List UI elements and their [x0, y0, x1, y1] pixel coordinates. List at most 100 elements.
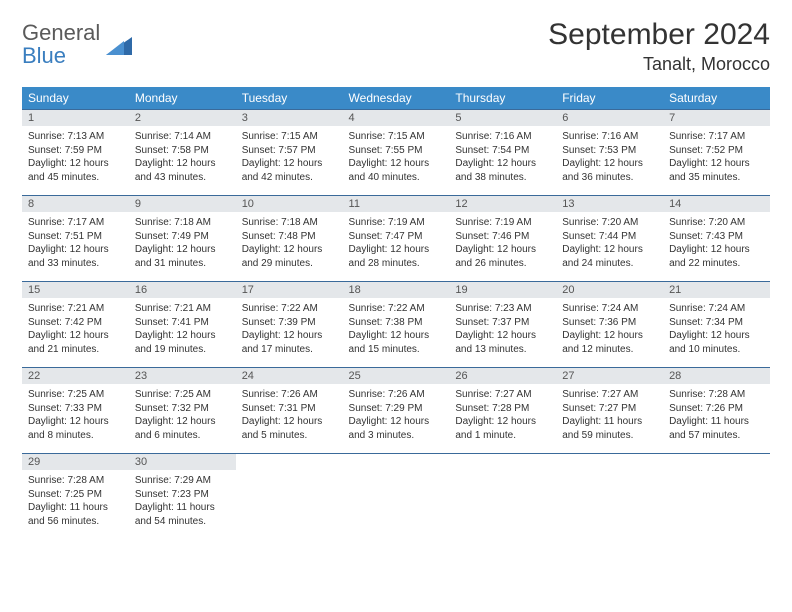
calendar-body: 1Sunrise: 7:13 AMSunset: 7:59 PMDaylight…: [22, 110, 770, 540]
calendar-row: 15Sunrise: 7:21 AMSunset: 7:42 PMDayligh…: [22, 282, 770, 368]
calendar-cell: 18Sunrise: 7:22 AMSunset: 7:38 PMDayligh…: [343, 282, 450, 368]
day-details: Sunrise: 7:15 AMSunset: 7:55 PMDaylight:…: [343, 126, 450, 190]
weekday-header-row: SundayMondayTuesdayWednesdayThursdayFrid…: [22, 87, 770, 110]
day-details: Sunrise: 7:24 AMSunset: 7:36 PMDaylight:…: [556, 298, 663, 362]
day-details: Sunrise: 7:24 AMSunset: 7:34 PMDaylight:…: [663, 298, 770, 362]
day-number: 12: [449, 196, 556, 212]
day-number: 4: [343, 110, 450, 126]
day-number: 3: [236, 110, 343, 126]
day-number: 21: [663, 282, 770, 298]
page-title: September 2024: [548, 18, 770, 52]
day-number: 1: [22, 110, 129, 126]
calendar-cell: 4Sunrise: 7:15 AMSunset: 7:55 PMDaylight…: [343, 110, 450, 196]
day-number: 19: [449, 282, 556, 298]
day-details: Sunrise: 7:26 AMSunset: 7:29 PMDaylight:…: [343, 384, 450, 448]
calendar-cell: 13Sunrise: 7:20 AMSunset: 7:44 PMDayligh…: [556, 196, 663, 282]
day-details: Sunrise: 7:27 AMSunset: 7:28 PMDaylight:…: [449, 384, 556, 448]
calendar-cell: ..: [236, 454, 343, 540]
day-number: 15: [22, 282, 129, 298]
weekday-header: Monday: [129, 87, 236, 110]
day-number: 9: [129, 196, 236, 212]
day-number: 28: [663, 368, 770, 384]
day-details: Sunrise: 7:22 AMSunset: 7:38 PMDaylight:…: [343, 298, 450, 362]
calendar-row: 8Sunrise: 7:17 AMSunset: 7:51 PMDaylight…: [22, 196, 770, 282]
day-number: 26: [449, 368, 556, 384]
day-number: 24: [236, 368, 343, 384]
weekday-header: Wednesday: [343, 87, 450, 110]
calendar-cell: 6Sunrise: 7:16 AMSunset: 7:53 PMDaylight…: [556, 110, 663, 196]
calendar-cell: 30Sunrise: 7:29 AMSunset: 7:23 PMDayligh…: [129, 454, 236, 540]
day-details: Sunrise: 7:16 AMSunset: 7:53 PMDaylight:…: [556, 126, 663, 190]
day-details: Sunrise: 7:21 AMSunset: 7:42 PMDaylight:…: [22, 298, 129, 362]
day-details: Sunrise: 7:15 AMSunset: 7:57 PMDaylight:…: [236, 126, 343, 190]
day-number: 18: [343, 282, 450, 298]
day-number: 30: [129, 454, 236, 470]
brand-part2: Blue: [22, 43, 66, 68]
day-details: Sunrise: 7:29 AMSunset: 7:23 PMDaylight:…: [129, 470, 236, 534]
calendar-cell: 5Sunrise: 7:16 AMSunset: 7:54 PMDaylight…: [449, 110, 556, 196]
weekday-header: Tuesday: [236, 87, 343, 110]
day-number: 29: [22, 454, 129, 470]
calendar-cell: 27Sunrise: 7:27 AMSunset: 7:27 PMDayligh…: [556, 368, 663, 454]
day-number: 25: [343, 368, 450, 384]
day-number: 27: [556, 368, 663, 384]
day-number: 7: [663, 110, 770, 126]
day-details: Sunrise: 7:20 AMSunset: 7:44 PMDaylight:…: [556, 212, 663, 276]
calendar-cell: 28Sunrise: 7:28 AMSunset: 7:26 PMDayligh…: [663, 368, 770, 454]
day-number: 16: [129, 282, 236, 298]
calendar-cell: 14Sunrise: 7:20 AMSunset: 7:43 PMDayligh…: [663, 196, 770, 282]
calendar-cell: 1Sunrise: 7:13 AMSunset: 7:59 PMDaylight…: [22, 110, 129, 196]
day-details: Sunrise: 7:17 AMSunset: 7:51 PMDaylight:…: [22, 212, 129, 276]
day-details: Sunrise: 7:20 AMSunset: 7:43 PMDaylight:…: [663, 212, 770, 276]
calendar-cell: 12Sunrise: 7:19 AMSunset: 7:46 PMDayligh…: [449, 196, 556, 282]
calendar-cell: 16Sunrise: 7:21 AMSunset: 7:41 PMDayligh…: [129, 282, 236, 368]
brand-logo: General Blue: [22, 18, 132, 68]
day-number: 20: [556, 282, 663, 298]
day-details: Sunrise: 7:21 AMSunset: 7:41 PMDaylight:…: [129, 298, 236, 362]
day-details: Sunrise: 7:17 AMSunset: 7:52 PMDaylight:…: [663, 126, 770, 190]
weekday-header: Sunday: [22, 87, 129, 110]
weekday-header: Friday: [556, 87, 663, 110]
calendar-cell: 26Sunrise: 7:27 AMSunset: 7:28 PMDayligh…: [449, 368, 556, 454]
calendar-cell: 24Sunrise: 7:26 AMSunset: 7:31 PMDayligh…: [236, 368, 343, 454]
calendar-row: 29Sunrise: 7:28 AMSunset: 7:25 PMDayligh…: [22, 454, 770, 540]
brand-triangle-icon: [106, 35, 132, 55]
calendar-cell: 20Sunrise: 7:24 AMSunset: 7:36 PMDayligh…: [556, 282, 663, 368]
day-number: 13: [556, 196, 663, 212]
day-number: 6: [556, 110, 663, 126]
calendar-row: 22Sunrise: 7:25 AMSunset: 7:33 PMDayligh…: [22, 368, 770, 454]
day-details: Sunrise: 7:26 AMSunset: 7:31 PMDaylight:…: [236, 384, 343, 448]
day-details: Sunrise: 7:14 AMSunset: 7:58 PMDaylight:…: [129, 126, 236, 190]
day-number: 8: [22, 196, 129, 212]
calendar-cell: 17Sunrise: 7:22 AMSunset: 7:39 PMDayligh…: [236, 282, 343, 368]
day-number: 23: [129, 368, 236, 384]
day-number: 11: [343, 196, 450, 212]
calendar-row: 1Sunrise: 7:13 AMSunset: 7:59 PMDaylight…: [22, 110, 770, 196]
calendar-cell: 11Sunrise: 7:19 AMSunset: 7:47 PMDayligh…: [343, 196, 450, 282]
day-number: 14: [663, 196, 770, 212]
calendar-cell: 23Sunrise: 7:25 AMSunset: 7:32 PMDayligh…: [129, 368, 236, 454]
calendar-cell: 19Sunrise: 7:23 AMSunset: 7:37 PMDayligh…: [449, 282, 556, 368]
calendar-cell: 9Sunrise: 7:18 AMSunset: 7:49 PMDaylight…: [129, 196, 236, 282]
calendar-cell: 2Sunrise: 7:14 AMSunset: 7:58 PMDaylight…: [129, 110, 236, 196]
day-details: Sunrise: 7:16 AMSunset: 7:54 PMDaylight:…: [449, 126, 556, 190]
day-details: Sunrise: 7:25 AMSunset: 7:33 PMDaylight:…: [22, 384, 129, 448]
day-details: Sunrise: 7:27 AMSunset: 7:27 PMDaylight:…: [556, 384, 663, 448]
day-details: Sunrise: 7:28 AMSunset: 7:25 PMDaylight:…: [22, 470, 129, 534]
calendar-cell: ..: [556, 454, 663, 540]
day-details: Sunrise: 7:19 AMSunset: 7:47 PMDaylight:…: [343, 212, 450, 276]
calendar-table: SundayMondayTuesdayWednesdayThursdayFrid…: [22, 87, 770, 540]
calendar-cell: 25Sunrise: 7:26 AMSunset: 7:29 PMDayligh…: [343, 368, 450, 454]
day-details: Sunrise: 7:18 AMSunset: 7:49 PMDaylight:…: [129, 212, 236, 276]
day-details: Sunrise: 7:18 AMSunset: 7:48 PMDaylight:…: [236, 212, 343, 276]
calendar-cell: 7Sunrise: 7:17 AMSunset: 7:52 PMDaylight…: [663, 110, 770, 196]
header: General Blue September 2024 Tanalt, Moro…: [22, 18, 770, 75]
title-block: September 2024 Tanalt, Morocco: [548, 18, 770, 75]
weekday-header: Saturday: [663, 87, 770, 110]
day-details: Sunrise: 7:22 AMSunset: 7:39 PMDaylight:…: [236, 298, 343, 362]
day-details: Sunrise: 7:19 AMSunset: 7:46 PMDaylight:…: [449, 212, 556, 276]
day-number: 5: [449, 110, 556, 126]
location-subtitle: Tanalt, Morocco: [548, 54, 770, 75]
calendar-cell: 22Sunrise: 7:25 AMSunset: 7:33 PMDayligh…: [22, 368, 129, 454]
calendar-cell: 8Sunrise: 7:17 AMSunset: 7:51 PMDaylight…: [22, 196, 129, 282]
